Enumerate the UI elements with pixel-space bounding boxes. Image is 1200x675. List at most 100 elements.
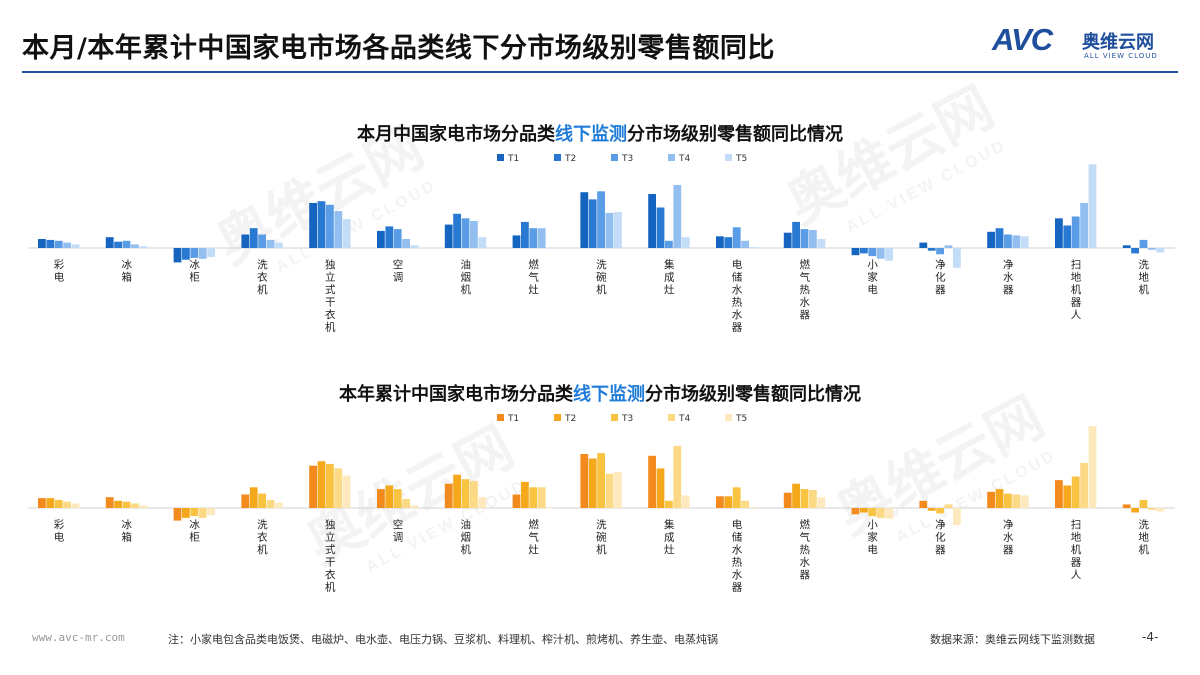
- bar-t5-3: [275, 502, 283, 508]
- bar-t1-6: [444, 483, 453, 508]
- category-label: 彩电: [54, 259, 65, 284]
- bar-t3-3: [258, 234, 266, 248]
- category-label: 电储水热水器: [732, 258, 743, 334]
- bar-t4-6: [470, 221, 478, 248]
- bar-t5-13: [953, 248, 961, 268]
- category-label: 电储水热水器: [732, 518, 743, 594]
- bar-t4-3: [266, 239, 275, 248]
- chart1-title-post: 分市场级别零售额同比情况: [627, 124, 843, 145]
- bar-t2-9: [656, 468, 665, 508]
- bar-t5-6: [478, 237, 487, 248]
- legend-swatch-t4: [668, 154, 675, 161]
- bar-t4-1: [131, 244, 139, 248]
- bar-t5-8: [614, 472, 622, 508]
- bar-t3-10: [732, 227, 741, 248]
- bar-t5-0: [71, 244, 80, 248]
- bar-t4-7: [537, 487, 546, 508]
- bar-t2-9: [656, 207, 665, 248]
- category-label: 油烟机: [461, 258, 472, 296]
- legend-label-t5: T5: [735, 154, 747, 164]
- category-label: 冰柜: [189, 518, 200, 544]
- bar-t2-14: [995, 228, 1004, 248]
- chart1-title-highlight: 线下监测: [555, 124, 627, 145]
- bar-t5-4: [342, 475, 351, 508]
- bar-t4-2: [198, 248, 207, 259]
- legend-label-t2: T2: [564, 414, 576, 424]
- category-label: 净化器: [935, 258, 946, 296]
- legend-label-t4: T4: [678, 414, 690, 424]
- bar-t1-1: [105, 497, 114, 508]
- bar-t3-3: [258, 493, 266, 508]
- bar-t5-6: [478, 497, 487, 508]
- bar-t3-14: [1004, 493, 1012, 508]
- legend-label-t2: T2: [564, 154, 576, 164]
- bar-t5-11: [817, 239, 826, 248]
- bar-t3-12: [868, 508, 877, 517]
- category-label: 冰箱: [122, 258, 133, 284]
- bar-t1-9: [648, 455, 656, 508]
- bar-t1-14: [987, 231, 995, 248]
- bar-t1-8: [580, 192, 589, 248]
- bar-t2-3: [249, 487, 258, 508]
- bar-t4-8: [605, 473, 614, 508]
- bar-t1-11: [783, 232, 792, 248]
- bar-t2-3: [249, 228, 258, 248]
- bar-t1-5: [377, 489, 385, 508]
- bar-t1-5: [377, 230, 385, 248]
- bar-t3-2: [190, 248, 199, 258]
- bar-t4-14: [1012, 235, 1021, 248]
- bar-t2-14: [995, 489, 1004, 508]
- category-label: 洗碗机: [596, 519, 607, 556]
- bar-t2-13: [927, 248, 936, 251]
- legend-swatch-t5: [725, 154, 732, 161]
- bar-t4-2: [198, 508, 207, 518]
- bar-t3-8: [597, 453, 605, 508]
- bar-t4-12: [876, 248, 885, 259]
- bar-t3-12: [868, 248, 877, 257]
- bar-t4-0: [63, 501, 71, 508]
- bar-t2-4: [317, 201, 326, 248]
- bar-t3-0: [54, 499, 63, 508]
- bar-t4-1: [131, 503, 139, 508]
- bar-t4-5: [402, 499, 410, 508]
- bar-t1-6: [444, 224, 453, 248]
- bar-t3-6: [461, 218, 470, 248]
- chart2-title: 本年累计中国家电市场分品类线下监测分市场级别零售额同比情况: [0, 380, 1200, 406]
- bar-t2-7: [521, 481, 529, 508]
- bar-t2-11: [792, 221, 800, 248]
- chart2-ytd-bar-chart: T1 T2 T3 T4 T5 彩电 冰箱 冰柜 洗衣机 独立式干衣机 空调 油烟机 燃气灶 洗碗机 集成灶 电…: [28, 414, 1175, 594]
- category-label: 洗地机: [1139, 259, 1150, 296]
- bar-t2-10: [724, 237, 733, 248]
- footer-website: www.avc-mr.com: [32, 631, 125, 644]
- legend-label-t4: T4: [678, 154, 690, 164]
- bar-t1-10: [716, 236, 724, 248]
- bar-t1-1: [105, 237, 114, 248]
- chart1-monthly-bar-chart: T1 T2 T3 T4 T5 彩电 冰箱 冰柜 洗衣机 独立式干衣机 空调 油烟机 燃气灶 洗碗机 集成灶 电…: [28, 154, 1175, 334]
- bar-t4-0: [63, 242, 71, 248]
- bar-t5-1: [139, 505, 148, 508]
- logo-mark: AVC: [992, 22, 1053, 57]
- bar-t2-1: [114, 241, 122, 248]
- chart2-title-highlight: 线下监测: [573, 384, 645, 405]
- bar-t2-6: [453, 213, 461, 248]
- category-label: 冰箱: [122, 518, 133, 544]
- bar-t2-2: [182, 248, 190, 260]
- category-label: 燃气热水器: [800, 258, 811, 321]
- bar-t3-1: [122, 501, 131, 508]
- category-label: 集成灶: [664, 518, 675, 556]
- bar-t5-0: [71, 503, 80, 508]
- bar-t5-11: [817, 497, 826, 508]
- category-label: 净化器: [935, 518, 946, 556]
- legend-swatch-t4: [668, 414, 675, 421]
- bar-t2-12: [860, 508, 868, 513]
- bar-t3-5: [393, 489, 402, 508]
- bar-t5-13: [953, 508, 961, 526]
- category-label: 燃气热水器: [800, 518, 811, 581]
- legend-swatch-t5: [725, 414, 732, 421]
- bar-t4-15: [1080, 203, 1088, 248]
- bar-t3-15: [1071, 216, 1080, 248]
- title-divider: [22, 71, 1178, 73]
- bar-t1-4: [309, 203, 317, 248]
- bar-t2-16: [1131, 508, 1139, 513]
- bar-t3-7: [529, 487, 538, 508]
